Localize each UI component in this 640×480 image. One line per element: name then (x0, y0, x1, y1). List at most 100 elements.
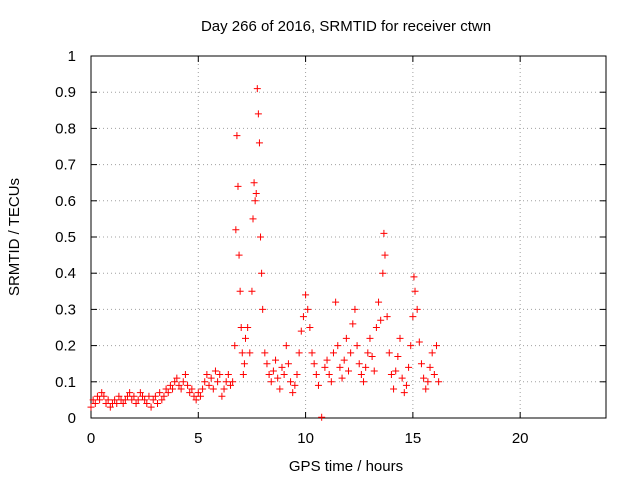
data-point (151, 392, 159, 400)
data-point (100, 392, 108, 400)
data-point (383, 313, 391, 321)
data-point (255, 139, 263, 147)
data-point (184, 381, 192, 389)
data-point (293, 371, 301, 379)
y-axis-label: SRMTID / TECUs (6, 178, 23, 296)
data-point (323, 356, 331, 364)
data-point (379, 269, 387, 277)
data-point (181, 371, 189, 379)
data-point (169, 385, 177, 393)
data-point (123, 392, 131, 400)
data-point (299, 313, 307, 321)
data-point (392, 367, 400, 375)
data-point (291, 381, 299, 389)
x-tick-labels: 0 5 10 15 20 (87, 430, 529, 447)
data-point (207, 374, 215, 382)
y-tick-label: 0.4 (55, 265, 76, 282)
data-point (265, 371, 273, 379)
data-point (400, 389, 408, 397)
data-points (87, 85, 443, 421)
data-point (98, 389, 106, 397)
data-point (370, 367, 378, 375)
x-tick-label: 0 (87, 430, 95, 447)
data-point (415, 338, 423, 346)
data-point (139, 392, 146, 400)
data-point (321, 363, 329, 371)
data-point (342, 334, 350, 342)
data-point (232, 226, 240, 234)
data-point (269, 367, 277, 375)
data-point (89, 396, 97, 404)
data-point (136, 389, 144, 397)
data-point (209, 385, 217, 393)
data-point (325, 371, 333, 379)
data-point (164, 389, 172, 397)
data-point (246, 349, 254, 357)
data-point (250, 179, 258, 187)
data-point (368, 352, 376, 360)
data-point (111, 396, 119, 404)
data-point (308, 349, 316, 357)
x-tick-label: 10 (297, 430, 314, 447)
data-point (302, 291, 310, 299)
data-point (113, 400, 121, 408)
x-tick-label: 15 (405, 430, 422, 447)
data-point (297, 327, 305, 335)
data-point (171, 378, 179, 386)
data-point (222, 378, 230, 386)
data-point (364, 349, 372, 357)
data-point (252, 190, 260, 198)
data-point (166, 381, 174, 389)
data-point (357, 371, 365, 379)
data-point (173, 374, 181, 382)
data-point (338, 374, 346, 382)
data-point (349, 320, 357, 328)
data-point (432, 342, 440, 350)
data-point (145, 392, 153, 400)
y-tick-label: 1 (68, 48, 76, 65)
data-point (162, 385, 170, 393)
data-point (295, 349, 303, 357)
data-point (179, 378, 187, 386)
data-point (235, 251, 243, 259)
data-point (289, 389, 297, 397)
data-point (233, 132, 241, 140)
data-point (226, 381, 234, 389)
data-point (236, 287, 244, 295)
chart-title: Day 266 of 2016, SRMTID for receiver ctw… (201, 18, 491, 35)
data-point (375, 298, 383, 306)
data-point (272, 356, 280, 364)
data-point (407, 342, 415, 350)
data-point (329, 349, 337, 357)
data-point (158, 396, 166, 404)
data-point (201, 378, 209, 386)
data-point (282, 342, 290, 350)
y-tick-labels: 0 0.1 0.2 0.3 0.4 0.5 0.6 0.7 0.8 0.9 1 (55, 48, 76, 427)
data-point (385, 349, 393, 357)
data-point (336, 363, 344, 371)
y-tick-label: 0.3 (55, 301, 76, 318)
data-point (239, 371, 247, 379)
data-point (274, 374, 282, 382)
data-point (426, 363, 434, 371)
data-point (259, 305, 267, 313)
data-point (334, 342, 342, 350)
y-tick-label: 0.6 (55, 193, 76, 210)
data-point (248, 287, 256, 295)
data-point (411, 287, 419, 295)
data-point (380, 229, 388, 237)
y-tick-label: 0.9 (55, 84, 76, 101)
data-point (160, 392, 168, 400)
data-point (409, 313, 417, 321)
data-point (413, 305, 421, 313)
data-point (132, 400, 140, 408)
data-point (196, 392, 204, 400)
data-point (422, 385, 430, 393)
data-point (372, 324, 380, 331)
data-point (345, 367, 352, 375)
data-point (104, 396, 112, 404)
data-point (231, 342, 239, 350)
data-point (254, 110, 262, 118)
data-point (394, 352, 402, 360)
